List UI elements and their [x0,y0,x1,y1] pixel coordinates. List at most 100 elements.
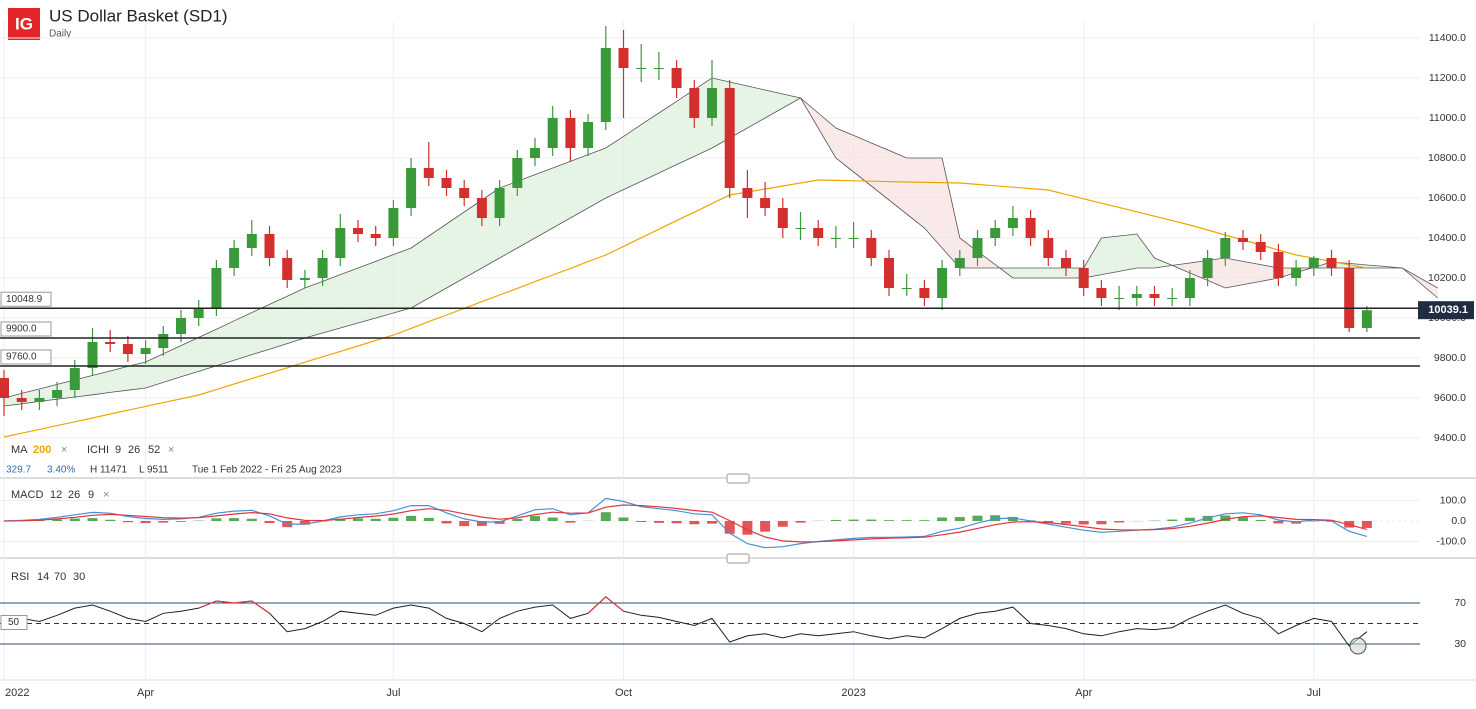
midline-label: 50 [8,617,20,628]
y-tick-label: 10800.0 [1428,152,1466,164]
candle-body [1327,258,1337,268]
candle-body [1132,294,1142,298]
candle-body [849,238,859,239]
cloud-fill [553,161,571,228]
candle-body [636,68,646,69]
candle-body [265,234,275,258]
histogram-bar [88,518,98,521]
legend-text: MA [11,444,28,456]
title: US Dollar Basket (SD1) [49,6,228,25]
candle-body [1114,298,1124,299]
candle-body [123,344,133,354]
candle-body [17,398,27,402]
histogram-bar [654,521,664,523]
cloud-fill [340,268,358,328]
histogram-bar [672,521,682,523]
cloud-fill [659,101,677,173]
histogram-bar [512,519,522,521]
y-tick-label: 100.0 [1440,494,1466,506]
histogram-bar [601,512,611,521]
candle-body [725,88,735,188]
legend-text: 52 [148,444,160,456]
histogram-bar [123,521,133,522]
x-tick-label: 2022 [5,687,29,699]
histogram-bar [1185,518,1195,521]
histogram-bar [442,521,452,523]
legend-text: 26 [68,489,80,501]
candle-body [1026,218,1036,238]
candle-body [371,234,381,238]
histogram-bar [388,518,398,521]
candle-body [1344,268,1354,328]
candle-body [1362,310,1372,328]
candle-body [318,258,328,278]
histogram-bar [1079,521,1089,524]
legend-close[interactable]: × [61,444,67,456]
candle-body [211,268,221,308]
info-low: L 9511 [139,465,169,476]
candle-body [300,278,310,280]
x-tick-label: Jul [386,687,400,699]
candle-body [70,368,80,390]
histogram-bar [1061,521,1071,524]
legend-close[interactable]: × [168,444,174,456]
histogram-bar [459,521,469,526]
legend-text: 26 [128,444,140,456]
info-change: 329.7 [6,465,31,476]
candle-body [1273,252,1283,278]
resize-handle[interactable] [727,474,749,483]
histogram-bar [884,520,894,521]
candle-body [990,228,1000,238]
histogram-bar [371,519,381,521]
x-tick-label: Oct [615,687,632,699]
candle-body [565,118,575,148]
histogram-bar [760,521,770,532]
histogram-bar [565,521,575,523]
candle-body [495,188,505,218]
candle-body [1008,218,1018,228]
candle-body [707,88,717,118]
legend-text: 9 [115,444,121,456]
y-tick-label: -100.0 [1436,535,1466,547]
cloud-fill [447,212,465,288]
candle-body [88,342,98,368]
candle-body [583,122,593,148]
candle-body [796,228,806,229]
legend-text: 70 [54,571,66,583]
candle-body [548,118,558,148]
histogram-bar [973,516,983,521]
legend-close[interactable]: × [103,489,109,501]
histogram-bar [1256,520,1266,521]
cloud-fill [1101,236,1119,275]
candle-body [601,48,611,122]
candle-body [919,288,929,298]
cloud-fill [358,261,376,323]
legend-text: 200 [33,444,51,456]
candle-body [477,198,487,218]
cloud-fill [252,304,270,354]
legend-text: 14 [37,571,49,583]
candle-body [866,238,876,258]
resize-handle[interactable] [727,554,749,563]
candle-body [689,88,699,118]
candle-body [1185,278,1195,298]
histogram-bar [1273,521,1283,523]
last-price-label: 10039.1 [1428,304,1468,316]
x-tick-label: Apr [137,687,154,699]
cloud-fill [429,224,447,298]
candle-body [424,168,434,178]
candle-body [1309,258,1319,268]
legend-text: MACD [11,489,43,501]
annotation-circle [1350,638,1366,654]
candle-body [672,68,682,88]
histogram-bar [211,518,221,521]
candle-body [52,390,62,398]
histogram-bar [176,521,186,522]
cloud-fill [588,148,606,208]
info-high: H 11471 [90,465,128,476]
candle-body [194,308,204,318]
info-range: Tue 1 Feb 2022 - Fri 25 Aug 2023 [192,465,342,476]
candle-body [105,342,115,344]
candle-body [1203,258,1213,278]
